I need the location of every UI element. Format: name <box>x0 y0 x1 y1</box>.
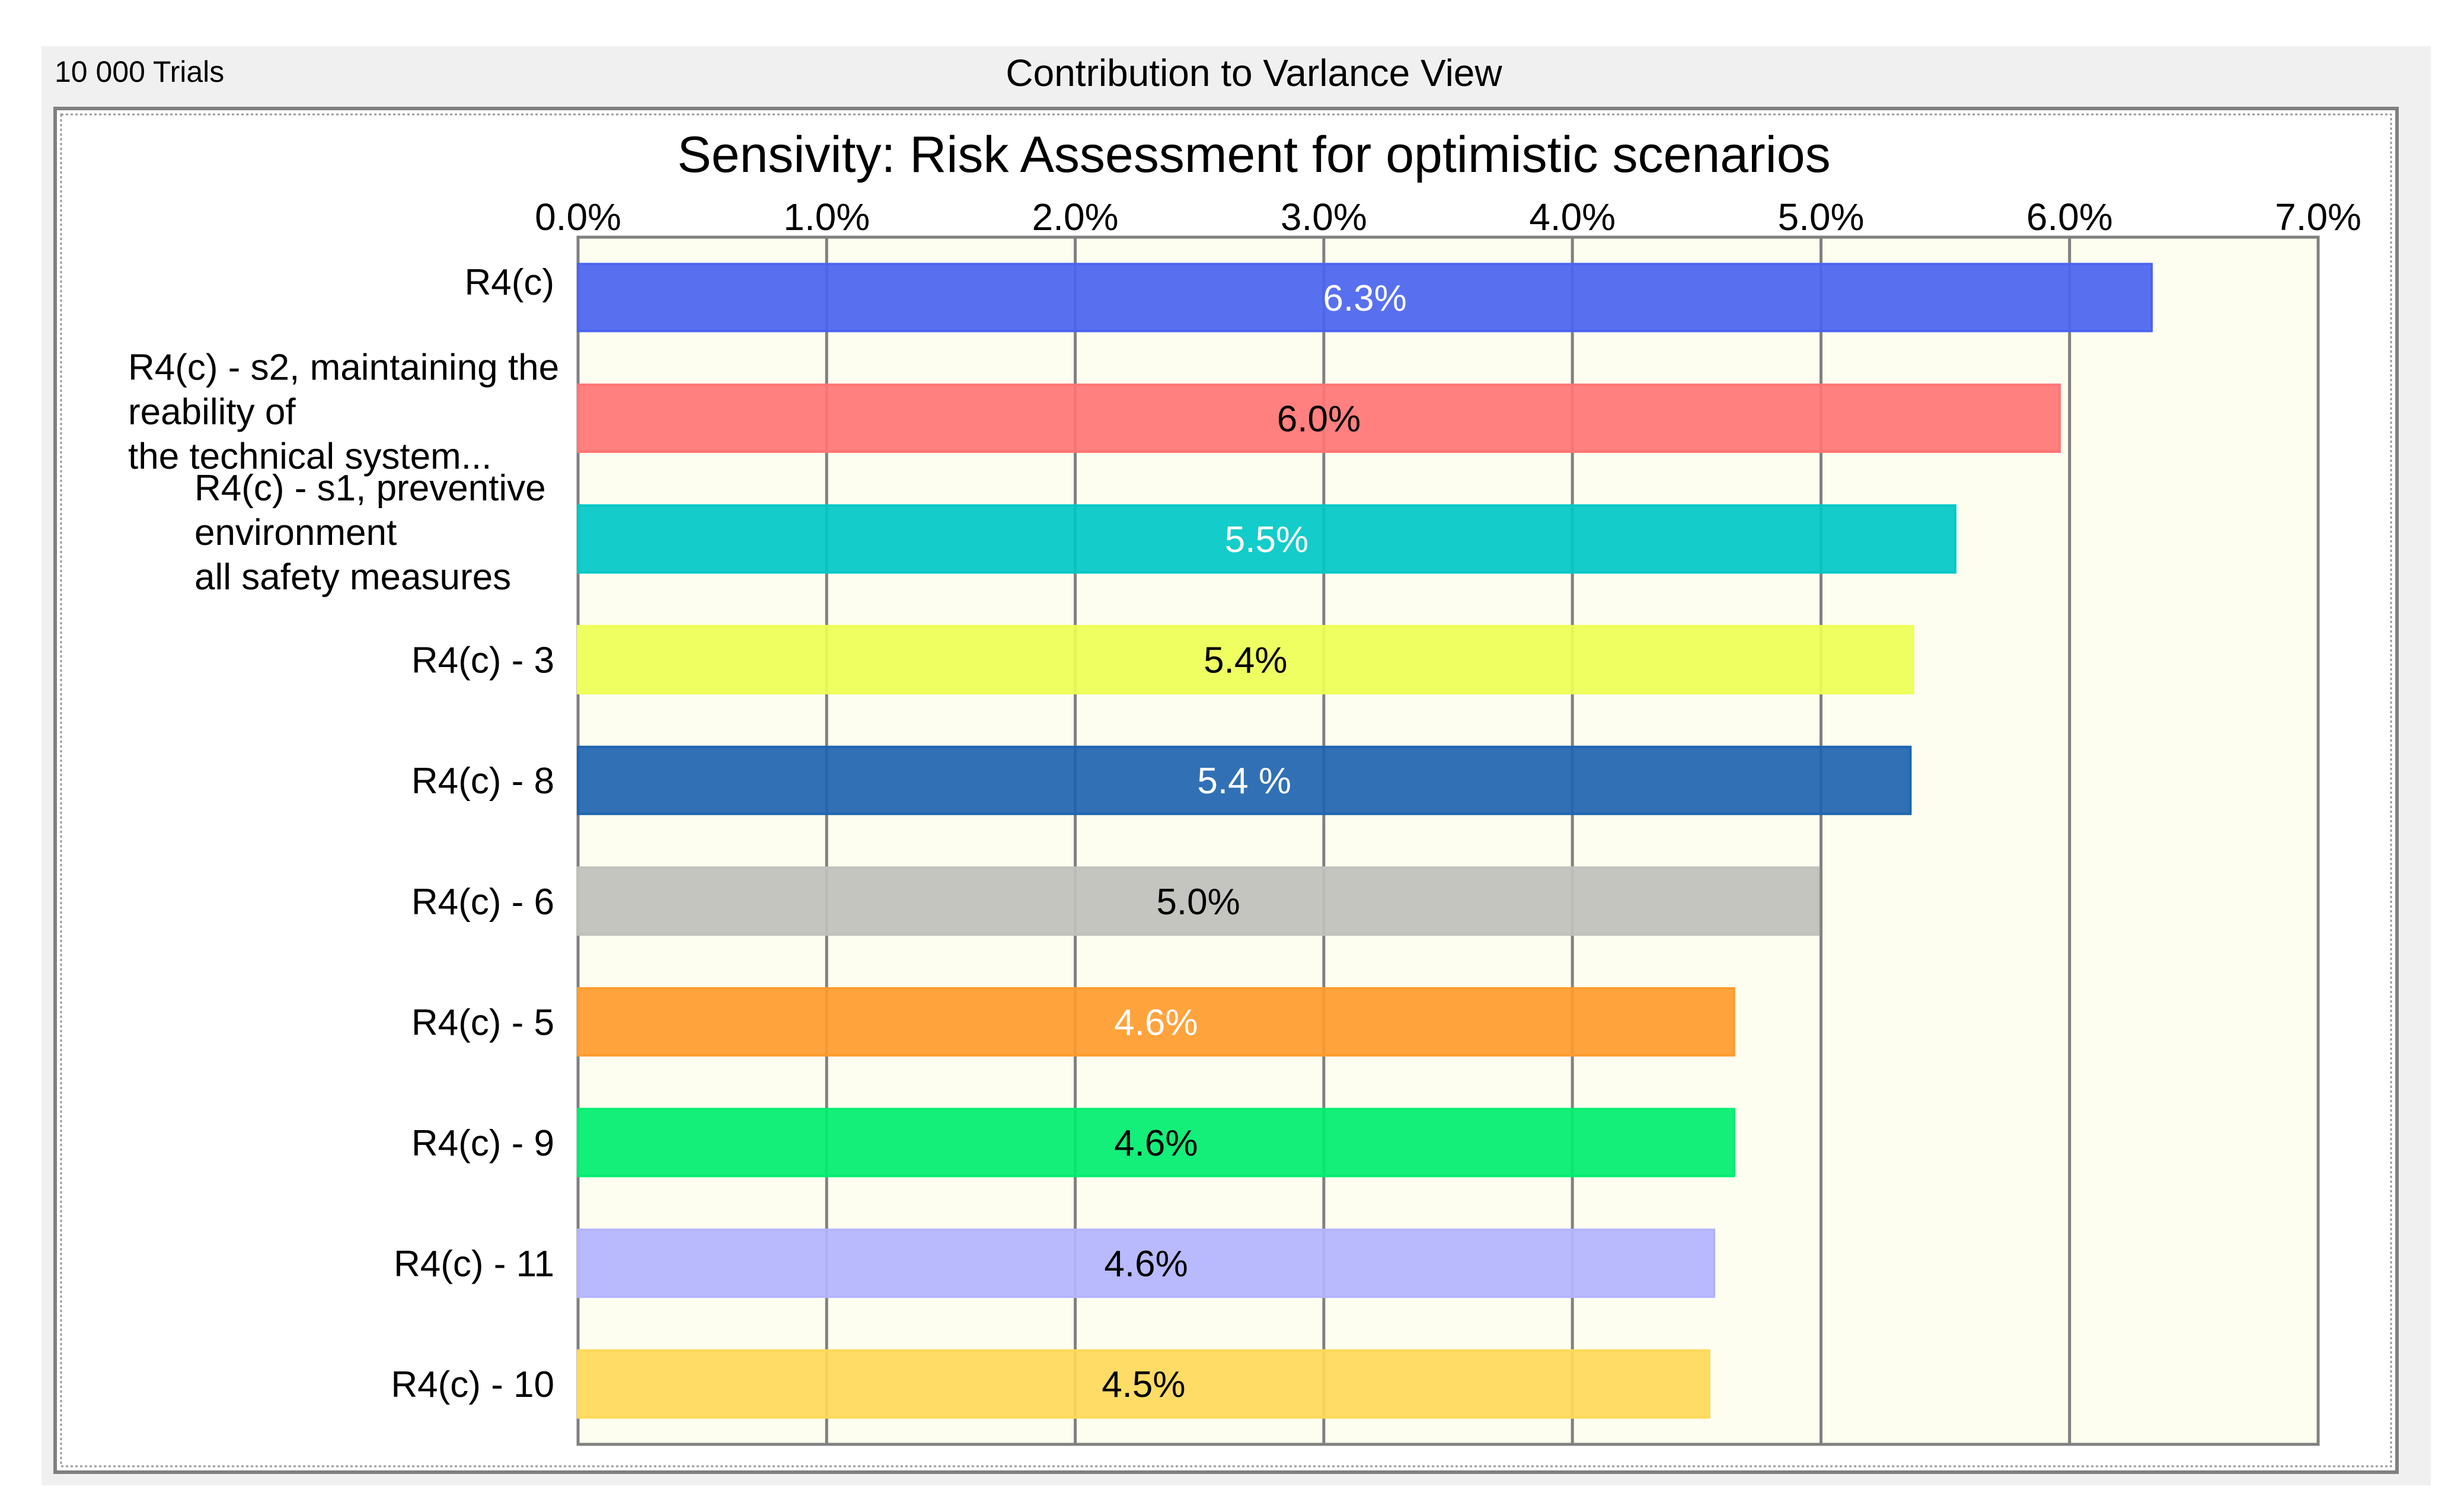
bar-value-label: 4.6% <box>1114 1123 1198 1164</box>
category-label-line: R4(c) - 10 <box>391 1364 554 1405</box>
bar <box>577 625 1914 695</box>
bars <box>577 263 2153 1419</box>
bar-value-label: 4.6% <box>1114 1002 1198 1043</box>
x-axis-ticks: 0.0% 1.0% 2.0% 3.0% 4.0% 5.0% 6.0% 7.0% <box>535 196 2361 238</box>
category-label: R4(c) - 10 <box>391 1364 554 1405</box>
category-label-line: R4(c) - 8 <box>411 761 554 802</box>
bar <box>577 504 1956 574</box>
x-tick-label: 6.0% <box>2026 196 2113 238</box>
category-label: R4(c) - s2, maintaining the reability of t… <box>128 347 559 477</box>
category-label-line: reability of <box>128 391 296 432</box>
bar-value-label: 4.6% <box>1104 1244 1188 1285</box>
x-tick-label: 7.0% <box>2275 196 2361 238</box>
category-label-line: all safety measures <box>194 557 511 598</box>
category-label-line: R4(c) - 3 <box>411 640 554 681</box>
category-label-line: R4(c) - s2, maintaining the <box>128 347 559 388</box>
category-label-line: the technical system... <box>128 436 491 477</box>
category-label-line: R4(c) - s1, preventive <box>194 468 546 509</box>
x-tick-label: 0.0% <box>535 196 621 238</box>
trials-label: 10 000 Trials <box>55 55 224 88</box>
bar <box>577 745 1912 815</box>
bar-value-label: 6.0% <box>1277 398 1361 439</box>
bar-value-label: 4.5% <box>1102 1364 1185 1405</box>
bar <box>577 1349 1710 1419</box>
x-tick-label: 4.0% <box>1529 196 1616 238</box>
category-label-line: R4(c) - 6 <box>411 882 554 923</box>
bar <box>577 263 2153 333</box>
category-label: R4(c) - s1, preventive environment all saf… <box>194 468 546 598</box>
category-labels: R4(c) R4(c) - s2, maintaining the reabilit… <box>128 262 559 1405</box>
bar <box>577 383 2061 453</box>
category-label: R4(c) - 6 <box>411 882 554 923</box>
x-tick-label: 1.0% <box>783 196 870 238</box>
x-tick-label: 3.0% <box>1281 196 1367 238</box>
category-label-line: environment <box>194 512 397 553</box>
bar <box>577 1108 1735 1178</box>
category-label: R4(c) - 11 <box>394 1244 554 1285</box>
category-label-line: R4(c) - 11 <box>394 1244 554 1285</box>
bar <box>577 866 1820 936</box>
category-label: R4(c) - 3 <box>411 640 554 681</box>
view-title: Contribution to Varlance View <box>1006 52 1502 94</box>
bar-value-label: 5.4 % <box>1197 761 1291 802</box>
bar <box>577 1229 1716 1298</box>
bar-value-label: 5.5% <box>1225 519 1308 560</box>
category-label: R4(c) - 5 <box>411 1002 554 1043</box>
x-tick-label: 2.0% <box>1032 196 1119 238</box>
category-label-line: R4(c) - 9 <box>411 1123 554 1164</box>
category-label: R4(c) - 9 <box>411 1123 554 1164</box>
category-label: R4(c) - 8 <box>411 761 554 802</box>
data-labels: 6.3% 6.0% 5.5% 5.4% 5.4 % 5.0% 4.6% 4.6% 4.6% 4.5… <box>1102 278 1406 1405</box>
bar <box>577 987 1735 1057</box>
category-label-line: R4(c) <box>464 262 554 303</box>
bar-value-label: 6.3% <box>1323 278 1406 319</box>
bar-value-label: 5.4% <box>1204 640 1287 681</box>
category-label: R4(c) <box>464 262 554 303</box>
x-tick-label: 5.0% <box>1777 196 1864 238</box>
bar-value-label: 5.0% <box>1156 882 1240 923</box>
chart-title: Sensivity: Risk Assessment for optimisti… <box>677 126 1830 183</box>
category-label-line: R4(c) - 5 <box>411 1002 554 1043</box>
